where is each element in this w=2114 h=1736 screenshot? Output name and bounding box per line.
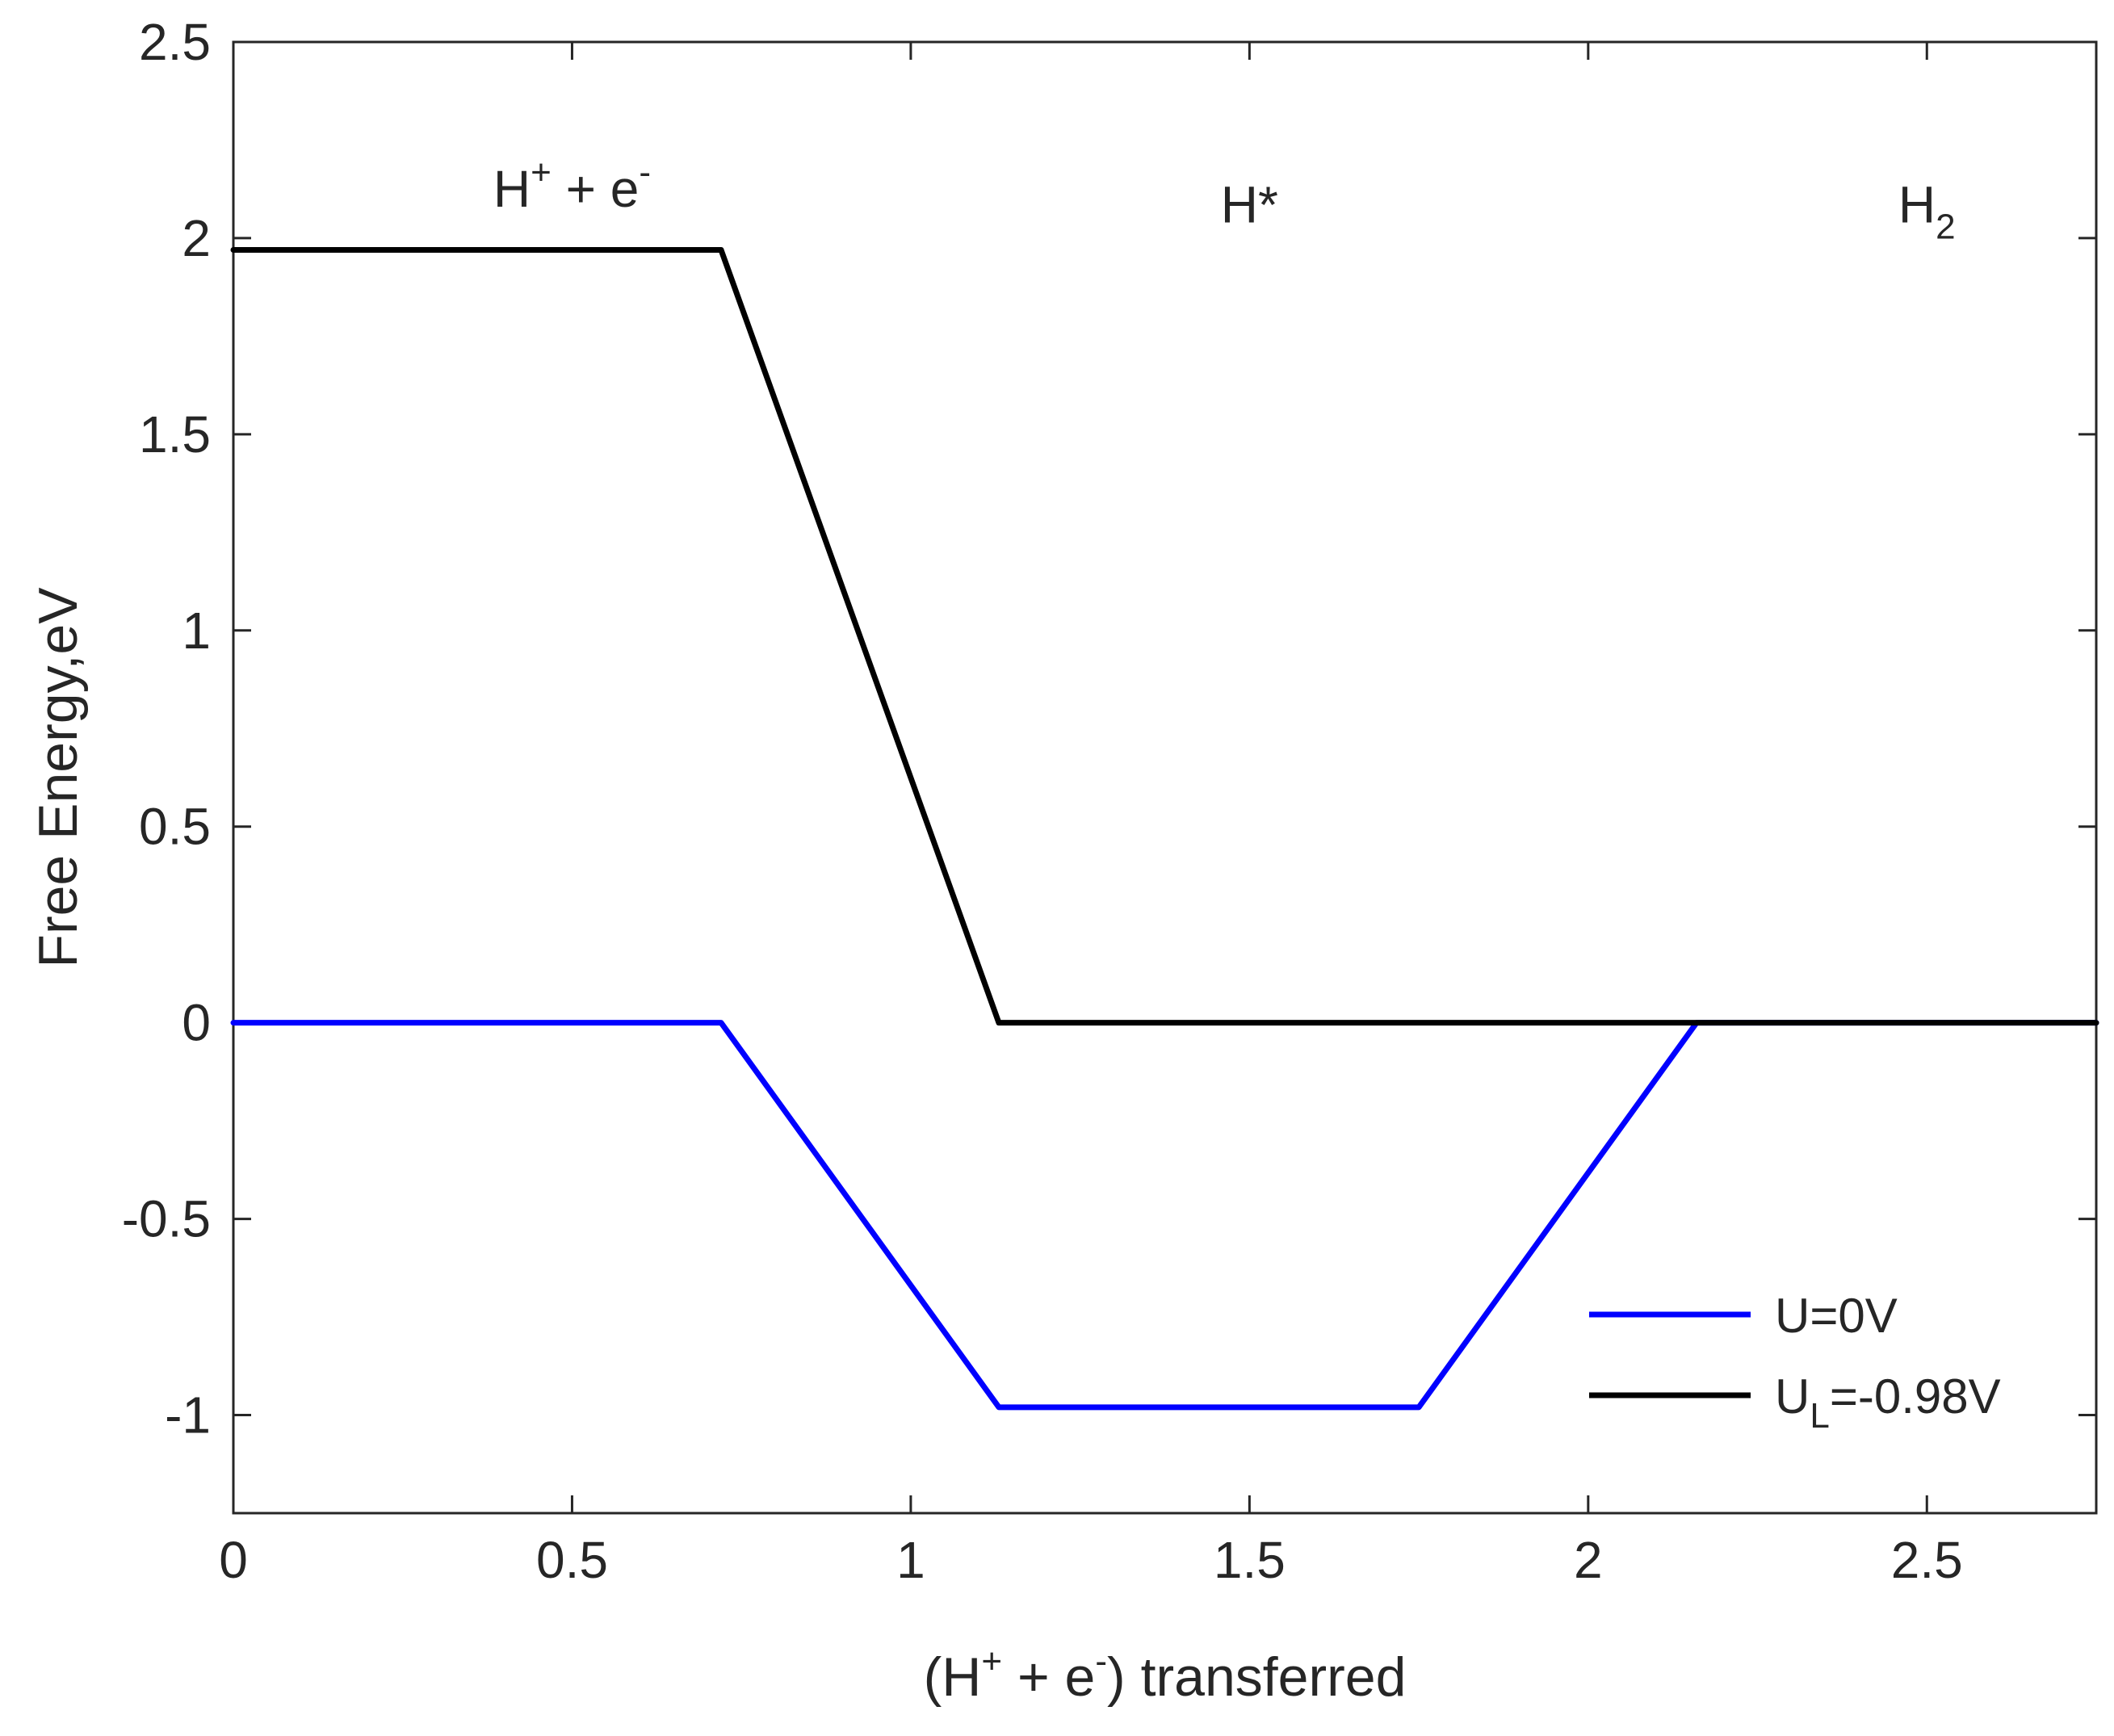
series-line-1 — [230, 247, 2099, 1026]
legend-label-0: U=0V — [1775, 1289, 1898, 1343]
y-tick-label: 1.5 — [139, 405, 211, 463]
x-axis-title: (H+ + e-) transferred — [924, 1642, 1407, 1708]
series-line-0 — [230, 1020, 2099, 1411]
y-tick-label: 1 — [182, 602, 211, 660]
x-tick-label: 2 — [1574, 1531, 1603, 1589]
plot-frame — [232, 40, 2098, 1515]
x-tick-label: 2.5 — [1891, 1531, 1963, 1589]
x-tick-label: 0.5 — [536, 1531, 608, 1589]
y-tick-label: -0.5 — [122, 1190, 211, 1248]
y-axis-title: Free Energy,eV — [27, 587, 89, 968]
annotation-h-star: H* — [1221, 175, 1278, 233]
y-tick-label: 2.5 — [139, 13, 211, 71]
x-tick-label: 0 — [219, 1531, 248, 1589]
y-tick-label: 0.5 — [139, 798, 211, 856]
y-tick-label: -1 — [165, 1386, 211, 1445]
legend-label-1: UL=-0.98V — [1775, 1369, 2001, 1436]
x-tick-label: 1 — [896, 1531, 925, 1589]
y-tick-label: 2 — [182, 209, 211, 267]
y-tick-label: 0 — [182, 994, 211, 1052]
annotation-h-plus-e: H+ + e- — [493, 153, 651, 218]
annotation-h2: H2 — [1898, 175, 1956, 246]
x-tick-label: 1.5 — [1214, 1531, 1286, 1589]
